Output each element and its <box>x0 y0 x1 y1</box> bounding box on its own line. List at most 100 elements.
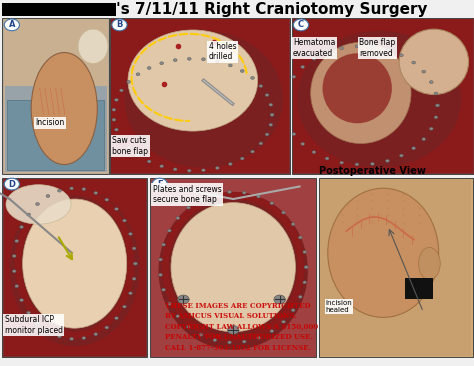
Circle shape <box>187 325 191 328</box>
Circle shape <box>240 157 244 160</box>
Circle shape <box>57 189 61 192</box>
Circle shape <box>201 169 205 172</box>
FancyBboxPatch shape <box>293 19 473 173</box>
Circle shape <box>371 163 374 165</box>
Ellipse shape <box>128 30 258 131</box>
FancyBboxPatch shape <box>405 278 432 299</box>
Circle shape <box>15 240 18 243</box>
Circle shape <box>265 133 269 136</box>
Ellipse shape <box>6 185 71 224</box>
Circle shape <box>269 123 273 126</box>
Circle shape <box>385 49 389 52</box>
Ellipse shape <box>158 192 308 350</box>
Circle shape <box>94 191 98 194</box>
Circle shape <box>400 154 403 157</box>
Circle shape <box>303 281 307 284</box>
Circle shape <box>187 206 191 209</box>
Circle shape <box>112 19 127 31</box>
Text: Bone flap
removed: Bone flap removed <box>359 38 395 58</box>
FancyBboxPatch shape <box>152 179 315 356</box>
Circle shape <box>251 76 255 79</box>
Circle shape <box>228 341 231 344</box>
Circle shape <box>173 59 177 61</box>
Circle shape <box>270 330 273 333</box>
Circle shape <box>176 217 180 220</box>
Circle shape <box>304 266 308 269</box>
Circle shape <box>291 223 295 225</box>
Ellipse shape <box>23 199 127 328</box>
Circle shape <box>304 266 308 269</box>
Circle shape <box>112 108 116 111</box>
Circle shape <box>123 219 127 222</box>
Circle shape <box>429 127 433 130</box>
Circle shape <box>325 51 329 54</box>
Circle shape <box>36 322 39 325</box>
Circle shape <box>178 295 189 304</box>
Circle shape <box>127 81 131 83</box>
Circle shape <box>112 118 116 121</box>
FancyBboxPatch shape <box>4 19 108 173</box>
Circle shape <box>270 113 274 116</box>
Circle shape <box>36 202 39 205</box>
Circle shape <box>160 62 164 65</box>
Circle shape <box>240 70 244 72</box>
Circle shape <box>12 270 16 273</box>
Circle shape <box>70 187 73 190</box>
FancyBboxPatch shape <box>2 3 116 16</box>
FancyBboxPatch shape <box>4 179 146 356</box>
Circle shape <box>340 161 344 164</box>
Circle shape <box>340 47 344 50</box>
Text: Incision: Incision <box>36 118 65 127</box>
Circle shape <box>15 285 18 288</box>
Circle shape <box>167 302 171 305</box>
Circle shape <box>94 333 98 336</box>
Ellipse shape <box>78 29 108 63</box>
Circle shape <box>167 229 171 232</box>
Circle shape <box>274 295 285 304</box>
Circle shape <box>115 208 118 210</box>
Circle shape <box>228 163 232 165</box>
Circle shape <box>215 60 219 63</box>
FancyBboxPatch shape <box>110 18 290 174</box>
Ellipse shape <box>124 31 283 168</box>
Circle shape <box>242 191 246 194</box>
FancyBboxPatch shape <box>320 179 471 356</box>
Circle shape <box>259 85 263 87</box>
Circle shape <box>228 64 232 67</box>
Circle shape <box>27 213 30 216</box>
Circle shape <box>187 57 191 60</box>
Circle shape <box>187 169 191 172</box>
Text: B: B <box>116 20 123 29</box>
Circle shape <box>282 211 285 214</box>
FancyBboxPatch shape <box>5 86 107 172</box>
Circle shape <box>119 89 123 92</box>
Circle shape <box>282 320 285 323</box>
Circle shape <box>269 103 273 106</box>
Circle shape <box>429 81 433 83</box>
Circle shape <box>115 98 118 101</box>
Ellipse shape <box>171 203 295 332</box>
Ellipse shape <box>328 188 439 317</box>
Circle shape <box>434 116 438 119</box>
Circle shape <box>159 258 163 261</box>
Circle shape <box>291 309 295 312</box>
FancyBboxPatch shape <box>111 19 289 173</box>
Circle shape <box>312 151 316 154</box>
Circle shape <box>251 150 255 153</box>
Circle shape <box>128 232 132 235</box>
Circle shape <box>136 73 140 76</box>
Circle shape <box>436 104 439 107</box>
Circle shape <box>301 66 305 68</box>
Circle shape <box>228 326 239 335</box>
Text: 's 7/11/11 Right Craniotomy Surgery: 's 7/11/11 Right Craniotomy Surgery <box>116 2 428 17</box>
Text: A: A <box>9 20 15 29</box>
Circle shape <box>46 330 50 333</box>
Circle shape <box>4 19 19 31</box>
Circle shape <box>299 295 302 298</box>
Text: D: D <box>9 180 15 188</box>
Circle shape <box>27 311 30 314</box>
Circle shape <box>160 165 164 168</box>
Circle shape <box>46 194 50 197</box>
FancyBboxPatch shape <box>292 18 474 174</box>
Text: 4 holes
drilled: 4 holes drilled <box>209 42 236 61</box>
